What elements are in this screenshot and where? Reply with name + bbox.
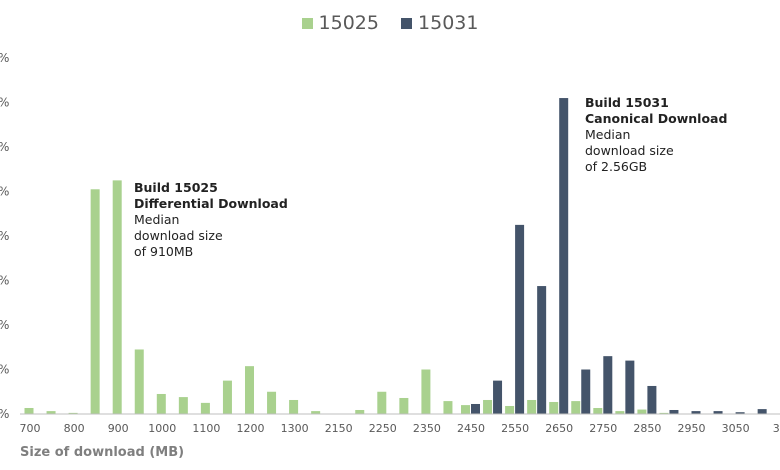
x-tick-label: 800 [64, 422, 85, 435]
x-tick-label: 2650 [545, 422, 573, 435]
bar-15025-900 [112, 180, 122, 414]
x-tick-label: 3050 [722, 422, 750, 435]
bar-15025-2300 [399, 397, 409, 414]
annotation-title: Build 15025 [134, 180, 218, 195]
x-tick-label: 2850 [633, 422, 661, 435]
y-tick-label: % [0, 407, 9, 421]
bar-15025-700 [24, 407, 34, 414]
bar-15031-2600 [537, 286, 547, 414]
y-tick-label: % [0, 318, 9, 332]
bar-15031-3000 [713, 411, 723, 414]
bar-15025-1050 [178, 397, 188, 414]
bar-15031-2750 [603, 356, 613, 414]
annotation-subtitle: Canonical Download [585, 111, 728, 126]
annotation-15025: Build 15025 Differential Download Median… [134, 180, 288, 260]
legend-label: 15025 [318, 12, 379, 34]
bar-15031-3050 [735, 412, 745, 414]
x-tick-label: 2750 [589, 422, 617, 435]
annotation-15031: Build 15031 Canonical Download Median do… [585, 95, 727, 175]
bar-15025-2750 [593, 407, 603, 414]
bar-15031-2550 [515, 224, 525, 414]
y-tick-label: % [0, 274, 9, 288]
x-tick-label: 2350 [413, 422, 441, 435]
legend-item-15025: 15025 [301, 12, 379, 34]
legend-swatch [401, 18, 413, 29]
bar-15025-2900 [659, 412, 669, 414]
y-tick-label: % [0, 51, 9, 65]
annotation-line: Median [585, 127, 631, 142]
x-tick-label: 900 [108, 422, 129, 435]
bar-15025-2800 [615, 411, 625, 414]
bar-15025-800 [68, 412, 78, 414]
legend-item-15031: 15031 [401, 12, 478, 34]
bar-15025-850 [90, 189, 100, 414]
annotation-title: Build 15031 [585, 95, 669, 110]
x-tick-label: 1000 [148, 422, 176, 435]
bar-15025-1250 [267, 391, 277, 414]
bar-15031-2800 [625, 360, 635, 414]
bar-15025-2700 [571, 401, 581, 414]
annotation-subtitle: Differential Download [134, 196, 288, 211]
bar-15025-2450 [461, 405, 470, 414]
x-tick-label: 2250 [369, 422, 397, 435]
bar-15025-1150 [222, 380, 232, 414]
bar-15031-2650 [559, 98, 569, 415]
bar-15025-1350 [311, 411, 321, 414]
annotation-line: of 2.56GB [585, 159, 648, 174]
x-tick-label: 1300 [281, 422, 309, 435]
bar-15025-1000 [156, 393, 166, 414]
bar-15025-2250 [377, 391, 387, 414]
bar-15025-2500 [483, 399, 493, 414]
bar-15031-2850 [647, 385, 657, 414]
bar-15031-2700 [581, 369, 591, 414]
x-tick-label: 2950 [678, 422, 706, 435]
annotation-line: Median [134, 212, 180, 227]
legend: 15025 15031 [0, 12, 780, 34]
bar-15031-2450 [471, 403, 480, 414]
bar-15025-950 [134, 349, 144, 414]
legend-swatch [301, 18, 313, 29]
y-tick-label: % [0, 185, 9, 199]
bar-15025-2650 [549, 401, 559, 414]
x-tick-label: 2150 [325, 422, 353, 435]
x-tick-label: 2550 [501, 422, 529, 435]
x-tick-label: 700 [20, 422, 41, 435]
bar-15025-1100 [200, 402, 210, 414]
y-tick-label: % [0, 229, 9, 243]
x-tick-label: 31 [773, 422, 780, 435]
bar-15025-750 [46, 411, 56, 414]
bar-15025-2350 [421, 369, 431, 414]
y-tick-label: % [0, 140, 9, 154]
annotation-line: of 910MB [134, 244, 194, 259]
bar-15031-2500 [493, 380, 503, 414]
x-tick-label: 1100 [192, 422, 220, 435]
bar-15031-2950 [691, 411, 701, 414]
x-tick-label: 2450 [457, 422, 485, 435]
annotation-line: download size [134, 228, 223, 243]
y-tick-label: % [0, 363, 9, 377]
x-axis-title: Size of download (MB) [20, 445, 185, 460]
y-tick-label: % [0, 96, 9, 110]
bar-15025-2850 [637, 409, 647, 414]
bar-15025-2200 [355, 409, 365, 414]
annotation-line: download size [585, 143, 674, 158]
bar-15025-2600 [527, 399, 537, 414]
bar-15025-2400 [443, 401, 453, 414]
bar-15025-1300 [289, 399, 299, 414]
legend-label: 15031 [418, 12, 479, 34]
x-tick-label: 1200 [237, 422, 265, 435]
bar-15025-2550 [505, 405, 515, 414]
bar-15025-1200 [245, 366, 254, 414]
bar-15031-2900 [669, 409, 679, 414]
bar-15031-3100 [757, 409, 767, 414]
